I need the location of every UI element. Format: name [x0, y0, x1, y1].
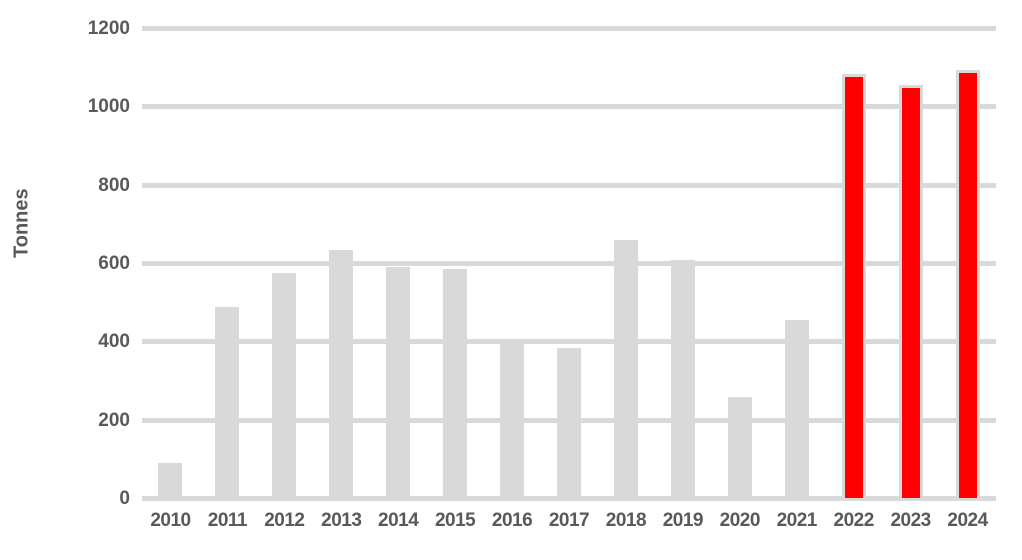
bar-2017 [557, 347, 581, 501]
x-tick-label-2010: 2010 [150, 510, 191, 531]
x-tick-label-2013: 2013 [321, 510, 362, 531]
bar-2018 [613, 240, 638, 501]
bar-2022 [841, 73, 866, 501]
x-tick-label-2022: 2022 [833, 510, 875, 531]
bar-2015 [443, 269, 468, 501]
x-tick-label-2019: 2019 [662, 510, 704, 531]
y-tick-label-1000: 1000 [87, 96, 130, 118]
x-tick-label-2015: 2015 [434, 510, 476, 531]
bar-2013 [329, 249, 354, 501]
gridline-800 [142, 182, 996, 188]
x-tick-label-2011: 2011 [207, 510, 248, 531]
bar-2021 [784, 320, 809, 501]
bar-2019 [670, 259, 695, 501]
x-tick-label-2016: 2016 [491, 510, 533, 531]
x-tick-label-2024: 2024 [947, 510, 988, 531]
x-tick-label-2023: 2023 [890, 510, 931, 531]
y-axis-title: Tonnes [10, 188, 33, 258]
gridline-600 [142, 261, 996, 266]
y-tick-label-200: 200 [98, 409, 130, 431]
gridline-1200 [142, 26, 996, 31]
bar-2010 [158, 463, 183, 501]
bar-2014 [386, 267, 411, 501]
bar-2024 [955, 69, 980, 501]
y-tick-label-600: 600 [98, 253, 130, 274]
x-tick-label-2012: 2012 [264, 510, 305, 531]
y-tick-label-800: 800 [98, 174, 130, 196]
bar-2023 [898, 85, 923, 501]
x-tick-label-2014: 2014 [378, 510, 419, 531]
y-tick-label-400: 400 [98, 331, 130, 353]
gridline-1000 [142, 104, 996, 110]
bar-2016 [500, 341, 525, 501]
x-tick-label-2021: 2021 [776, 510, 818, 531]
gridline-400 [142, 339, 996, 345]
x-tick-label-2017: 2017 [548, 510, 590, 531]
y-tick-label-1200: 1200 [87, 18, 130, 39]
x-tick-label-2018: 2018 [605, 510, 647, 531]
x-tick-label-2020: 2020 [719, 510, 761, 531]
bar-2020 [727, 396, 752, 501]
bar-2012 [272, 273, 297, 501]
bar-2011 [215, 306, 240, 501]
y-tick-label-0: 0 [119, 488, 130, 509]
